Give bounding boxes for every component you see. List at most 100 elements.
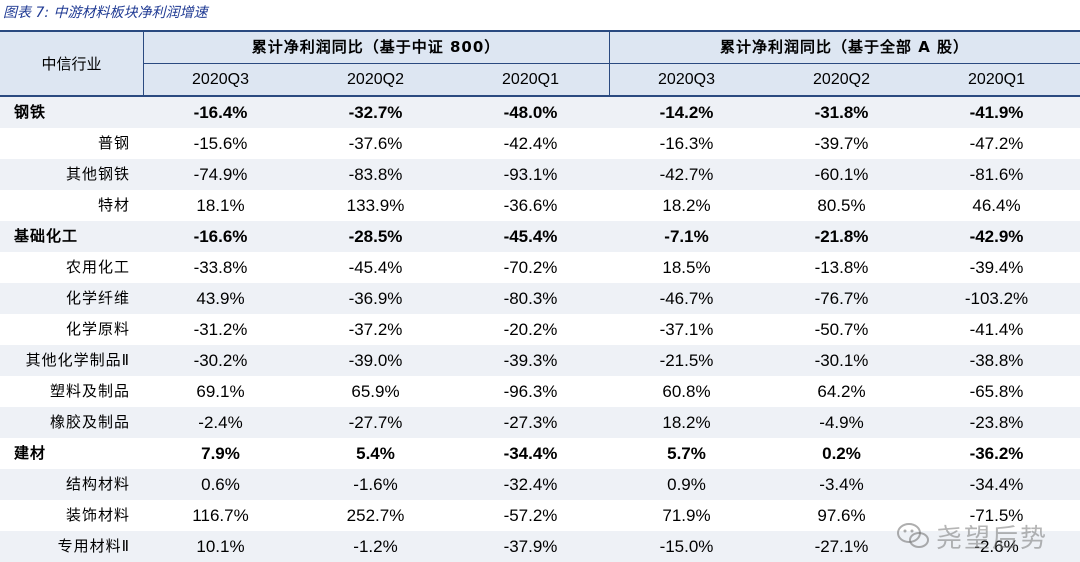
- growth-value-cell: -42.9%: [969, 227, 1024, 246]
- growth-value-cell: -34.4%: [503, 444, 558, 463]
- growth-value-cell: -23.8%: [969, 413, 1024, 432]
- growth-value-cell: -36.6%: [503, 196, 558, 215]
- industry-name-cell: 普钢: [97, 134, 130, 152]
- growth-value-cell: 97.6%: [817, 506, 866, 525]
- growth-value-cell: 18.1%: [196, 196, 245, 215]
- growth-value-cell: 5.7%: [667, 444, 706, 463]
- industry-name-cell: 特材: [97, 196, 130, 214]
- growth-value-cell: -37.1%: [659, 320, 714, 339]
- growth-value-cell: -42.4%: [503, 134, 558, 153]
- growth-value-cell: 133.9%: [346, 196, 405, 215]
- table-row: 农用化工 -33.8% -45.4% -70.2% 18.5% -13.8% -39.4%: [0, 252, 1080, 283]
- growth-value-cell: -14.2%: [659, 103, 714, 122]
- table-row: 结构材料 0.6% -1.6% -32.4% 0.9% -3.4% -34.4%: [0, 469, 1080, 500]
- table-top-rule: [0, 30, 1080, 32]
- growth-value-cell: 10.1%: [196, 537, 245, 556]
- period-header: 2020Q2: [347, 70, 404, 88]
- growth-value-cell: -16.6%: [193, 227, 248, 246]
- growth-value-cell: 43.9%: [196, 289, 245, 308]
- growth-value-cell: -65.8%: [969, 382, 1024, 401]
- industry-name-cell: 其他钢铁: [65, 165, 130, 183]
- growth-value-cell: 18.2%: [662, 413, 711, 432]
- growth-value-cell: -96.3%: [503, 382, 558, 401]
- industry-column-header: 中信行业: [41, 54, 102, 73]
- growth-value-cell: -39.7%: [814, 134, 869, 153]
- period-header: 2020Q2: [813, 70, 870, 88]
- group-header-csi800: 累计净利润同比（基于中证 800）: [251, 38, 501, 56]
- growth-value-cell: 46.4%: [972, 196, 1021, 215]
- table-row: 建材 7.9% 5.4% -34.4% 5.7% 0.2% -36.2%: [0, 438, 1080, 469]
- growth-value-cell: -80.3%: [503, 289, 558, 308]
- table-row: 其他钢铁 -74.9% -83.8% -93.1% -42.7% -60.1% -81.6%: [0, 159, 1080, 190]
- period-header: 2020Q1: [502, 70, 559, 88]
- growth-value-cell: -36.9%: [348, 289, 403, 308]
- growth-value-cell: -7.1%: [664, 227, 709, 246]
- table-row: 特材 18.1% 133.9% -36.6% 18.2% 80.5% 46.4%: [0, 190, 1080, 221]
- industry-name-cell: 化学原料: [65, 320, 130, 338]
- growth-value-cell: -39.0%: [348, 351, 403, 370]
- growth-value-cell: -2.4%: [198, 413, 243, 432]
- growth-value-cell: -81.6%: [969, 165, 1024, 184]
- growth-value-cell: -16.4%: [193, 103, 248, 122]
- table-row: 化学原料 -31.2% -37.2% -20.2% -37.1% -50.7% -41.4%: [0, 314, 1080, 345]
- growth-value-cell: -38.8%: [969, 351, 1024, 370]
- growth-value-cell: -28.5%: [348, 227, 403, 246]
- industry-name-cell: 专用材料Ⅱ: [57, 537, 130, 555]
- growth-value-cell: 69.1%: [196, 382, 245, 401]
- growth-value-cell: 64.2%: [817, 382, 866, 401]
- watermark: 尧望后势: [896, 516, 1048, 556]
- growth-value-cell: -41.4%: [969, 320, 1024, 339]
- growth-value-cell: -50.7%: [814, 320, 869, 339]
- growth-value-cell: -31.8%: [814, 103, 869, 122]
- growth-value-cell: -1.6%: [353, 475, 398, 494]
- group-header-all-a-shares: 累计净利润同比（基于全部 A 股）: [719, 38, 970, 56]
- growth-value-cell: -4.9%: [819, 413, 864, 432]
- growth-value-cell: -42.7%: [659, 165, 714, 184]
- growth-value-cell: 18.2%: [662, 196, 711, 215]
- growth-value-cell: 80.5%: [817, 196, 866, 215]
- growth-value-cell: -103.2%: [964, 289, 1029, 308]
- growth-value-cell: 60.8%: [662, 382, 711, 401]
- period-header: 2020Q1: [968, 70, 1025, 88]
- growth-value-cell: -39.3%: [503, 351, 558, 370]
- growth-value-cell: -3.4%: [819, 475, 864, 494]
- growth-value-cell: 7.9%: [201, 444, 240, 463]
- growth-value-cell: -71.5%: [969, 506, 1024, 525]
- table-row: 化学纤维 43.9% -36.9% -80.3% -46.7% -76.7% -103.2%: [0, 283, 1080, 314]
- table-row: 塑料及制品 69.1% 65.9% -96.3% 60.8% 64.2% -65.8%: [0, 376, 1080, 407]
- period-header: 2020Q3: [658, 70, 715, 88]
- growth-value-cell: 0.2%: [822, 444, 861, 463]
- watermark-text: 尧望后势: [936, 523, 1049, 554]
- growth-value-cell: -74.9%: [193, 165, 248, 184]
- growth-value-cell: -83.8%: [348, 165, 403, 184]
- table-row: 基础化工 -16.6% -28.5% -45.4% -7.1% -21.8% -42.9%: [0, 221, 1080, 252]
- growth-value-cell: -41.9%: [969, 103, 1024, 122]
- industry-name-cell: 塑料及制品: [49, 382, 130, 400]
- growth-value-cell: -32.7%: [348, 103, 403, 122]
- growth-value-cell: 5.4%: [356, 444, 395, 463]
- growth-value-cell: -45.4%: [348, 258, 403, 277]
- table-row: 橡胶及制品 -2.4% -27.7% -27.3% 18.2% -4.9% -23.8%: [0, 407, 1080, 438]
- industry-name-cell: 化学纤维: [65, 289, 130, 307]
- growth-value-cell: -37.2%: [348, 320, 403, 339]
- group-header-rule: [143, 63, 1080, 64]
- growth-value-cell: 0.9%: [667, 475, 706, 494]
- growth-value-cell: -34.4%: [969, 475, 1024, 494]
- growth-value-cell: -76.7%: [814, 289, 869, 308]
- growth-value-cell: -27.3%: [503, 413, 558, 432]
- growth-value-cell: -57.2%: [503, 506, 558, 525]
- growth-value-cell: -37.6%: [348, 134, 403, 153]
- table-row: 其他化学制品Ⅱ -30.2% -39.0% -39.3% -21.5% -30.1% -38…: [0, 345, 1080, 376]
- industry-name-cell: 建材: [14, 444, 47, 462]
- growth-value-cell: -21.5%: [659, 351, 714, 370]
- growth-value-cell: -60.1%: [814, 165, 869, 184]
- industry-name-cell: 钢铁: [14, 103, 47, 121]
- growth-value-cell: -33.8%: [193, 258, 248, 277]
- growth-value-cell: -1.2%: [353, 537, 398, 556]
- growth-value-cell: -32.4%: [503, 475, 558, 494]
- group-divider: [609, 30, 610, 96]
- industry-name-cell: 结构材料: [65, 475, 130, 493]
- industry-name-cell: 农用化工: [65, 258, 130, 276]
- table-row: 装饰材料 116.7% 252.7% -57.2% 71.9% 97.6% -71.5%: [0, 500, 1080, 531]
- growth-value-cell: -20.2%: [503, 320, 558, 339]
